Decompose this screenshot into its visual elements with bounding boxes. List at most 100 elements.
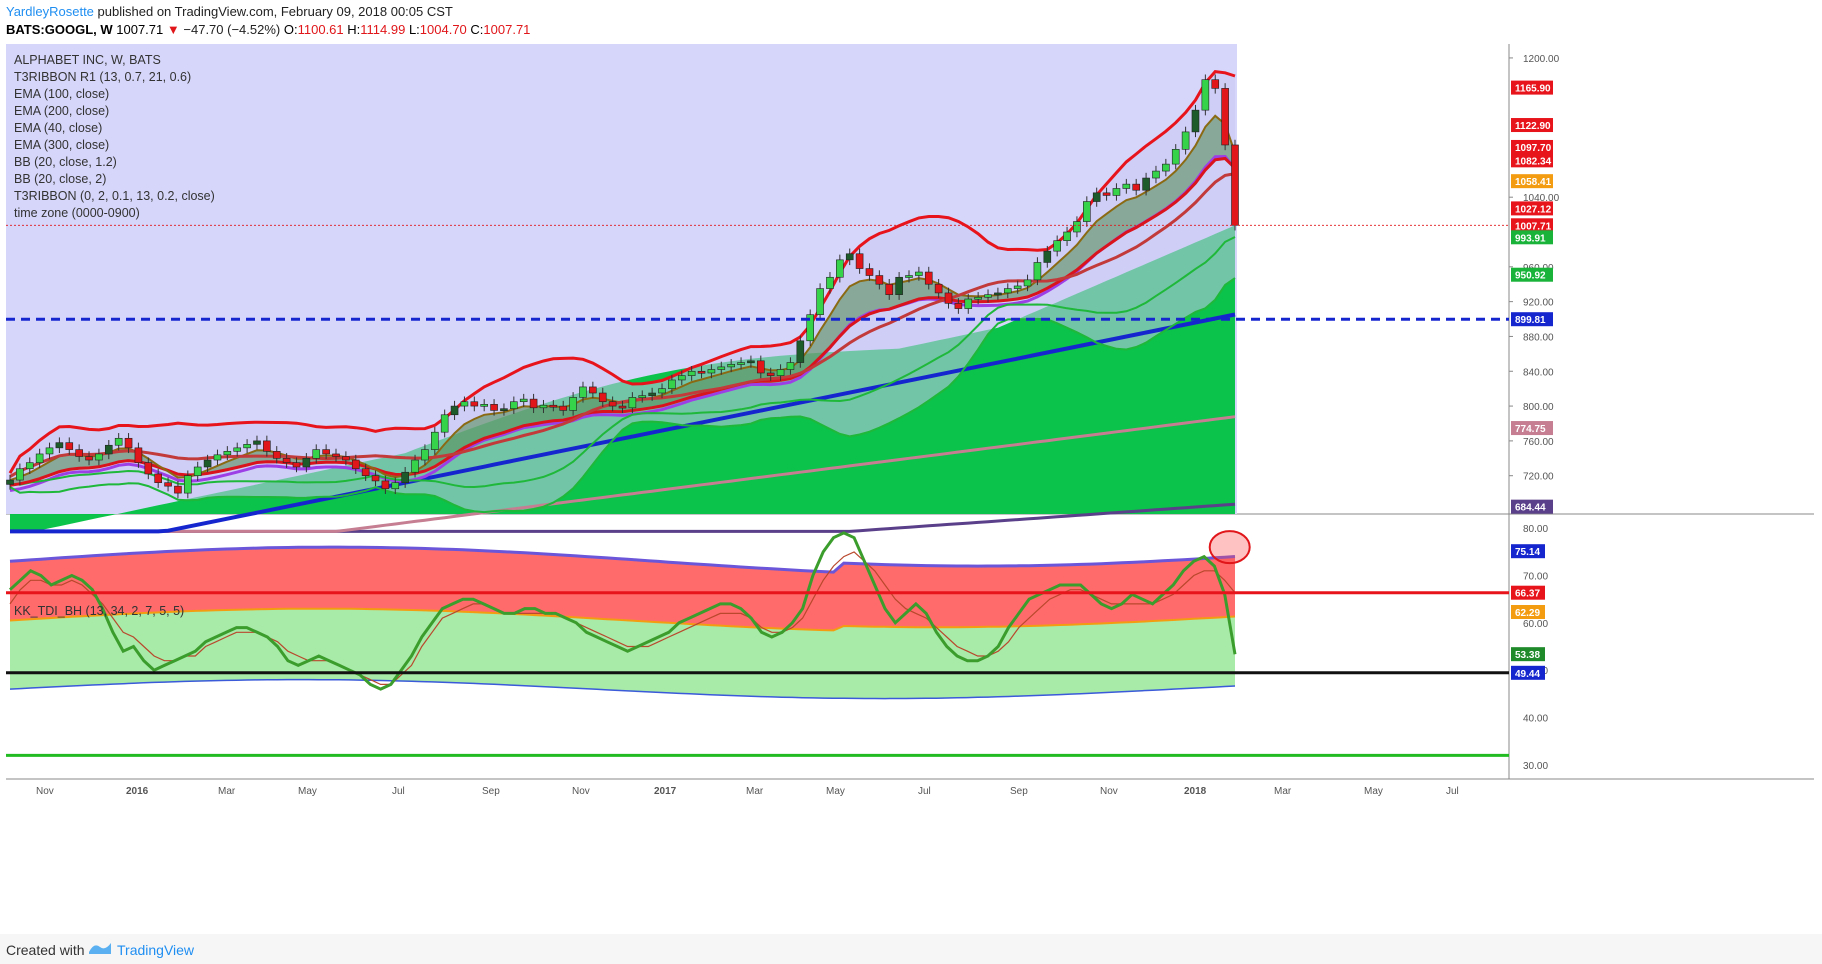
tdi-scale-label-bg [1511, 665, 1545, 680]
candle [974, 296, 982, 300]
candle [836, 259, 844, 278]
price-scale-label-bg [1511, 421, 1553, 436]
price-scale-label: 1082.34 [1515, 156, 1552, 167]
price-scale-label-bg [1511, 267, 1553, 282]
candle [243, 444, 251, 449]
price-scale-label: 774.75 [1515, 424, 1546, 435]
time-axis-label: 2016 [126, 786, 149, 797]
tdi-legend[interactable]: KK_TDI_BH (13, 34, 2, 7, 5, 5) [14, 604, 185, 618]
open-value: 1100.61 [297, 22, 344, 37]
candle [381, 480, 390, 490]
legend-item[interactable]: EMA (200, close) [14, 104, 110, 118]
candle [677, 375, 686, 381]
price-scale-label: 950.92 [1515, 271, 1546, 282]
candle [826, 276, 834, 289]
legend-item[interactable]: EMA (40, close) [14, 121, 103, 135]
candle [253, 440, 261, 445]
candle [549, 404, 558, 408]
candle [658, 388, 666, 394]
candle [480, 404, 488, 407]
candle [65, 442, 74, 450]
time-axis-label: 2017 [654, 786, 677, 797]
candle [154, 473, 162, 483]
legend-item[interactable]: time zone (0000-0900) [14, 206, 140, 220]
ema-100-line [10, 312, 1236, 534]
candle [45, 447, 54, 455]
time-axis-label: Sep [1010, 786, 1028, 797]
price-scale-label: 1097.70 [1515, 143, 1552, 154]
time-axis-label: May [826, 786, 845, 797]
published-text: published on TradingView.com, February 0… [97, 4, 453, 19]
price-scale-label: 1165.90 [1515, 84, 1551, 95]
candle [460, 401, 469, 407]
tdi-lower-zone [10, 608, 1235, 699]
price-scale-label-bg [1511, 312, 1553, 327]
time-axis-label: Sep [482, 786, 500, 797]
tradingview-logo-icon[interactable] [87, 940, 113, 959]
tdi-tick-label: 70.00 [1523, 572, 1548, 583]
price-scale-label: 1007.71 [1515, 221, 1552, 232]
price-scale-label-bg [1511, 139, 1553, 154]
publish-line: YardleyRosette published on TradingView.… [6, 4, 453, 19]
time-axis-label: Jul [1446, 786, 1459, 797]
low-label: L: [408, 22, 420, 37]
ohlc-line: BATS:GOOGL, W 1007.71 ▼ −47.70 (−4.52%) … [6, 22, 530, 37]
candle [934, 283, 943, 294]
candle [16, 468, 24, 481]
candle [984, 294, 992, 298]
candle [1181, 131, 1190, 150]
candle [75, 449, 83, 457]
candle [1033, 262, 1042, 281]
legend-item[interactable]: EMA (300, close) [14, 138, 110, 152]
ema-40-line [9, 154, 1237, 492]
price-tick-label: 920.00 [1523, 298, 1554, 309]
price-scale-label-bg [1511, 174, 1553, 189]
price-tick-label: 880.00 [1523, 332, 1554, 343]
price-scale-label: 993.91 [1515, 233, 1546, 244]
candle [628, 397, 637, 409]
candle [1191, 109, 1200, 133]
candle [1083, 201, 1091, 222]
price-scale-label-bg [1511, 230, 1553, 245]
price-tick-label: 1040.00 [1523, 193, 1560, 204]
legend-item[interactable]: BB (20, close, 2) [14, 172, 107, 186]
chart-svg[interactable]: 720.00760.00800.00840.00880.00920.00960.… [6, 44, 1814, 934]
candle [440, 414, 449, 433]
price-tick-label: 720.00 [1523, 472, 1554, 483]
price-change: −47.70 (−4.52%) [183, 22, 281, 37]
legend-item[interactable]: T3RIBBON R1 (13, 0.7, 21, 0.6) [14, 70, 192, 84]
candle [1211, 79, 1220, 89]
candle [954, 303, 963, 309]
tdi-signal-line [9, 551, 1236, 685]
candle [845, 253, 854, 261]
candle [144, 462, 153, 475]
price-scale-label: 899.81 [1515, 315, 1546, 326]
time-axis-label: Mar [746, 786, 764, 797]
author-link[interactable]: YardleyRosette [6, 4, 94, 19]
candle [342, 456, 350, 461]
candle [134, 447, 143, 463]
candle [668, 379, 676, 389]
candle [1053, 240, 1061, 252]
candle [806, 314, 815, 342]
time-axis-label: Jul [918, 786, 931, 797]
tdi-scale-label: 49.44 [1515, 669, 1540, 680]
candle [727, 363, 735, 368]
tradingview-link[interactable]: TradingView [117, 942, 195, 958]
price-scale-label-bg [1511, 201, 1553, 216]
candle [233, 447, 242, 452]
time-axis-label: Nov [1100, 786, 1118, 797]
candle [371, 475, 380, 482]
candle [302, 457, 311, 468]
legend-item[interactable]: BB (20, close, 1.2) [14, 155, 117, 169]
candle [332, 453, 340, 457]
price-scale-label: 1058.41 [1515, 177, 1552, 188]
candle [25, 462, 34, 470]
legend-item[interactable]: EMA (100, close) [14, 87, 110, 101]
candle [1013, 285, 1022, 289]
candle [411, 459, 419, 473]
candle [875, 275, 884, 285]
chart-area[interactable]: 720.00760.00800.00840.00880.00920.00960.… [6, 44, 1814, 934]
candle [598, 392, 607, 403]
legend-item[interactable]: T3RIBBON (0, 2, 0.1, 13, 0.2, close) [14, 189, 215, 203]
